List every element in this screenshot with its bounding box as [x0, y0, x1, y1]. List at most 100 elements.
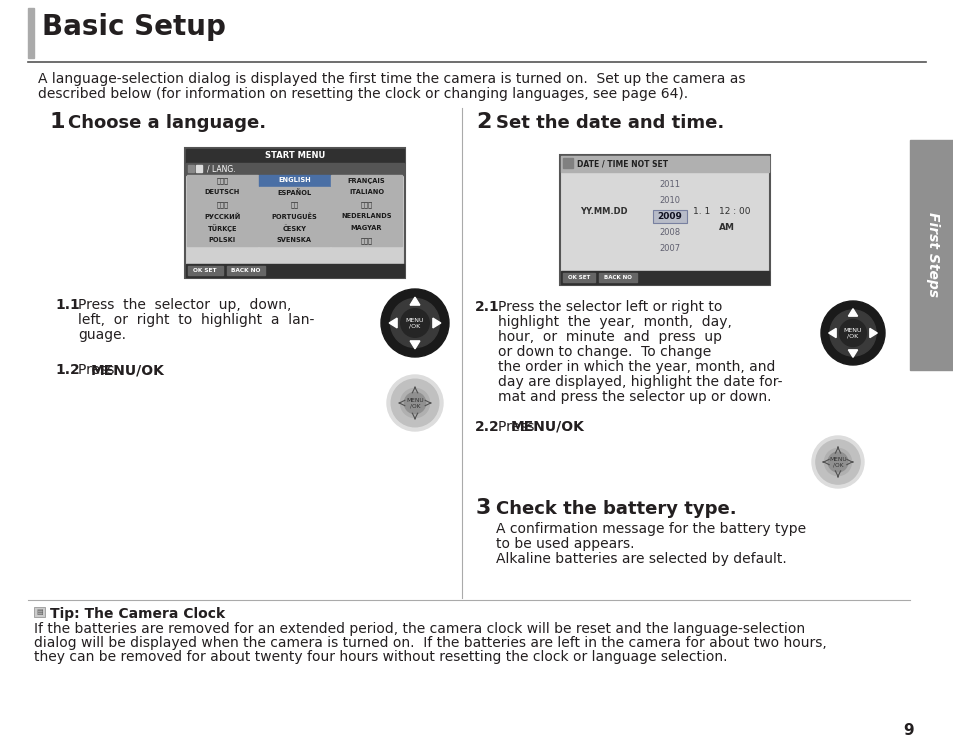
Text: If the batteries are removed for an extended period, the camera clock will be re: If the batteries are removed for an exte… — [34, 622, 804, 636]
Text: guage.: guage. — [78, 328, 126, 342]
Text: MENU
/OK: MENU /OK — [828, 457, 846, 467]
Text: 3: 3 — [476, 498, 491, 518]
Text: BACK NO: BACK NO — [231, 268, 260, 273]
Text: YY.MM.DD: YY.MM.DD — [579, 207, 627, 216]
Bar — [187, 211, 257, 222]
Text: DATE / TIME NOT SET: DATE / TIME NOT SET — [577, 160, 667, 168]
Circle shape — [380, 289, 449, 357]
Text: 2009: 2009 — [657, 212, 681, 221]
Bar — [34, 607, 45, 617]
Bar — [185, 148, 405, 278]
Text: 2.2: 2.2 — [475, 420, 499, 434]
Polygon shape — [410, 297, 419, 305]
Bar — [331, 175, 401, 186]
Bar — [186, 264, 403, 277]
Text: or down to change.  To change: or down to change. To change — [497, 345, 711, 359]
Text: MENU
/OK: MENU /OK — [406, 397, 423, 409]
Bar — [187, 223, 257, 234]
Text: 9: 9 — [902, 723, 913, 738]
Text: MENU
/OK: MENU /OK — [842, 327, 862, 339]
Text: Check the battery type.: Check the battery type. — [496, 500, 736, 518]
Text: Set the date and time.: Set the date and time. — [496, 114, 723, 132]
Polygon shape — [828, 329, 835, 338]
Circle shape — [400, 388, 429, 418]
Bar — [186, 163, 403, 175]
Polygon shape — [847, 308, 857, 316]
Text: START MENU: START MENU — [265, 152, 325, 161]
Text: Choose a language.: Choose a language. — [68, 114, 266, 132]
Circle shape — [823, 449, 851, 476]
Circle shape — [821, 301, 884, 365]
Text: .: . — [146, 363, 151, 377]
Bar — [331, 211, 401, 222]
Text: Basic Setup: Basic Setup — [42, 13, 226, 41]
Bar — [559, 155, 769, 285]
Text: described below (for information on resetting the clock or changing languages, s: described below (for information on rese… — [38, 87, 687, 101]
Text: 1: 1 — [50, 112, 66, 132]
Text: ITALIANO: ITALIANO — [349, 189, 384, 195]
Text: MENU
/OK: MENU /OK — [405, 317, 424, 329]
Text: 繁體: 繁體 — [291, 201, 298, 208]
Bar — [331, 187, 401, 198]
Bar — [258, 211, 330, 222]
Text: 2: 2 — [476, 112, 491, 132]
Bar — [188, 165, 193, 172]
Text: PORTUGUÊS: PORTUGUÊS — [272, 213, 317, 219]
Bar — [331, 235, 401, 246]
Text: A language-selection dialog is displayed the first time the camera is turned on.: A language-selection dialog is displayed… — [38, 72, 744, 86]
Text: ▤: ▤ — [36, 609, 43, 615]
Bar — [187, 187, 257, 198]
Circle shape — [390, 299, 439, 348]
Text: ČESKY: ČESKY — [282, 225, 306, 231]
Circle shape — [815, 440, 860, 484]
Bar — [331, 223, 401, 234]
Bar — [560, 271, 768, 284]
Bar — [188, 266, 223, 275]
Polygon shape — [869, 329, 877, 338]
Circle shape — [827, 452, 847, 472]
Text: SVENSKA: SVENSKA — [276, 238, 312, 244]
Bar — [562, 158, 573, 168]
Text: РУССКИЙ: РУССКИЙ — [204, 213, 240, 219]
Text: 1.2: 1.2 — [55, 363, 80, 377]
Polygon shape — [410, 341, 419, 349]
Bar — [909, 140, 953, 370]
Text: to be used appears.: to be used appears. — [496, 537, 634, 551]
Text: 2010: 2010 — [659, 196, 679, 205]
Text: ESPAÑOL: ESPAÑOL — [277, 189, 312, 196]
Text: DEUTSCH: DEUTSCH — [205, 189, 240, 195]
Text: Tip: The Camera Clock: Tip: The Camera Clock — [50, 607, 225, 621]
Text: 2011: 2011 — [659, 180, 679, 189]
Text: NEDERLANDS: NEDERLANDS — [341, 213, 392, 219]
Text: TÜRKÇE: TÜRKÇE — [208, 225, 237, 232]
Text: OK SET: OK SET — [567, 275, 590, 280]
Bar — [187, 199, 257, 210]
Text: Alkaline batteries are selected by default.: Alkaline batteries are selected by defau… — [496, 552, 786, 566]
Circle shape — [391, 379, 438, 427]
Text: 中文简: 中文简 — [360, 238, 372, 244]
Text: 1.1: 1.1 — [55, 298, 80, 312]
Text: MENU/OK: MENU/OK — [91, 363, 165, 377]
Text: First Steps: First Steps — [925, 213, 939, 298]
Circle shape — [400, 308, 429, 337]
Text: hour,  or  minute  and  press  up: hour, or minute and press up — [497, 330, 721, 344]
Bar — [186, 149, 403, 163]
Text: .: . — [565, 420, 570, 434]
Circle shape — [811, 436, 863, 488]
Bar — [598, 273, 637, 282]
Text: OK SET: OK SET — [193, 268, 216, 273]
Polygon shape — [433, 318, 440, 328]
Bar — [258, 223, 330, 234]
Bar — [258, 235, 330, 246]
Text: Press: Press — [78, 363, 118, 377]
Circle shape — [387, 375, 442, 431]
Text: POLSKI: POLSKI — [209, 238, 236, 244]
Text: A confirmation message for the battery type: A confirmation message for the battery t… — [496, 522, 805, 536]
Bar — [227, 266, 265, 275]
Text: Press: Press — [497, 420, 538, 434]
Polygon shape — [389, 318, 396, 328]
Circle shape — [839, 320, 865, 346]
Text: 中文简: 中文简 — [216, 201, 229, 208]
Text: AM: AM — [719, 222, 734, 231]
Text: dialog will be displayed when the camera is turned on.  If the batteries are lef: dialog will be displayed when the camera… — [34, 636, 826, 650]
